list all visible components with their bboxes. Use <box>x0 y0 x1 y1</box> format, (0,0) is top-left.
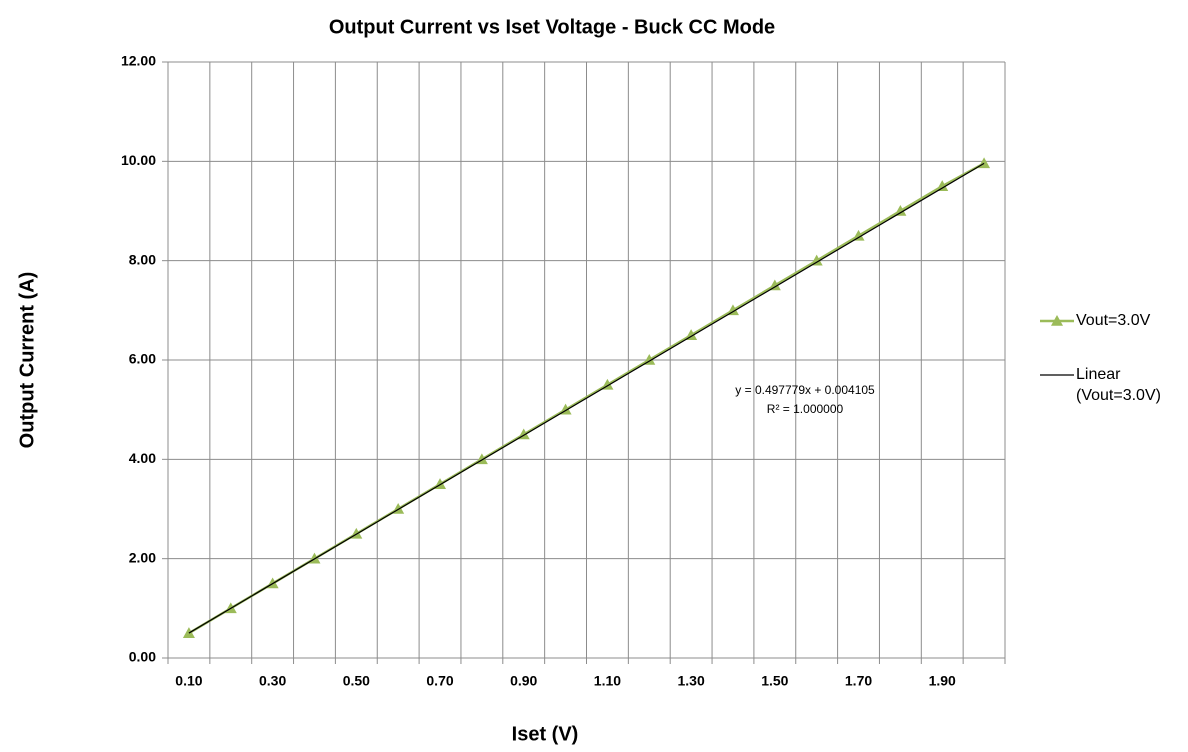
x-tick-label: 1.70 <box>845 673 872 689</box>
x-tick-label: 0.30 <box>259 673 286 689</box>
legend-label: Linear (Vout=3.0V) <box>1076 366 1161 404</box>
y-tick-label: 12.00 <box>121 53 156 69</box>
point-marker <box>810 254 823 266</box>
trendline-r2: R² = 1.000000 <box>767 402 844 416</box>
x-tick-label: 1.30 <box>678 673 705 689</box>
x-tick-label: 1.90 <box>929 673 956 689</box>
y-tick-label: 10.00 <box>121 152 156 168</box>
point-marker <box>852 229 865 241</box>
x-axis-label: Iset (V) <box>512 723 579 745</box>
x-tick-label: 1.50 <box>761 673 788 689</box>
trendline-equation: y = 0.497779x + 0.004105 <box>735 383 875 397</box>
x-tick-label: 0.10 <box>175 673 202 689</box>
x-tick-label: 0.50 <box>343 673 370 689</box>
legend-label: Vout=3.0V <box>1076 312 1151 329</box>
point-marker <box>894 205 907 216</box>
y-axis-label: Output Current (A) <box>16 272 38 449</box>
y-tick-label: 6.00 <box>129 351 156 367</box>
x-tick-label: 1.10 <box>594 673 621 689</box>
y-tick-label: 4.00 <box>129 450 156 466</box>
y-tick-label: 0.00 <box>129 649 156 665</box>
point-marker <box>643 354 656 365</box>
y-tick-label: 2.00 <box>129 549 156 565</box>
point-marker <box>726 304 739 316</box>
chart-title: Output Current vs Iset Voltage - Buck CC… <box>329 16 775 38</box>
point-marker <box>768 279 781 291</box>
trendline <box>188 162 985 634</box>
y-tick-label: 8.00 <box>129 251 156 267</box>
x-tick-label: 0.70 <box>426 673 453 689</box>
point-marker <box>936 180 949 191</box>
legend-marker <box>1051 315 1063 326</box>
x-tick-label: 0.90 <box>510 673 537 689</box>
point-marker <box>685 329 698 340</box>
